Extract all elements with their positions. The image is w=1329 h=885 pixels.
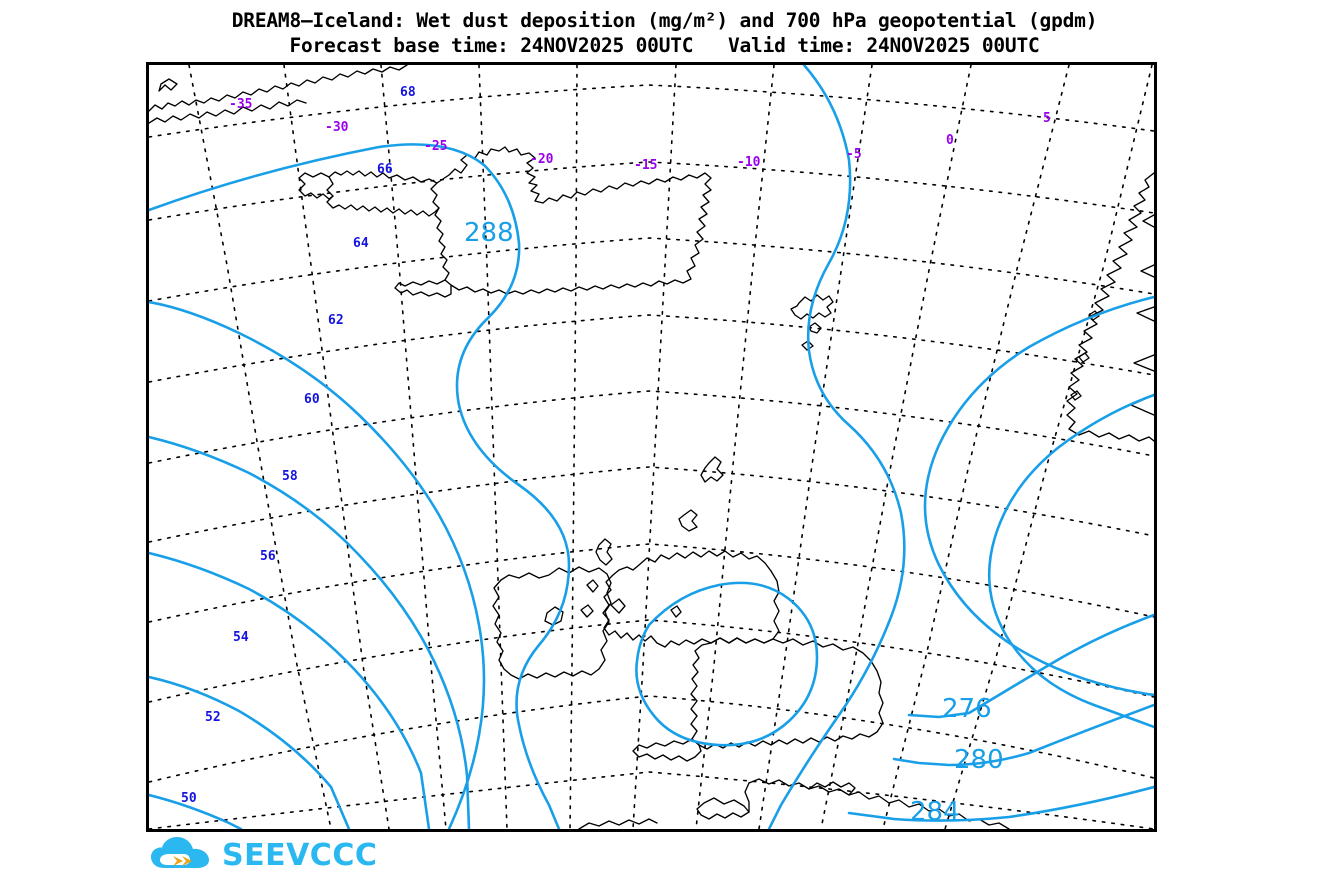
contour-label-284: 284 <box>910 797 960 827</box>
coastline-iceland-sw <box>394 279 452 298</box>
lon-label: -10 <box>737 155 761 170</box>
contour-label-288: 288 <box>464 218 514 248</box>
contour-mid-3 <box>149 675 351 829</box>
contour-284 <box>767 65 906 829</box>
coastline-ireland-inner-lake <box>544 606 564 626</box>
coastline-cornwall <box>632 738 702 762</box>
coastline-greenland-tip <box>158 78 178 92</box>
lat-label: 52 <box>205 710 221 725</box>
geopotential-contours <box>149 65 1154 829</box>
coastline-greenland <box>149 65 408 112</box>
coastline-hebrides <box>595 538 613 566</box>
lon-label: -20 <box>530 152 554 167</box>
seevccc-logo: SEEVCCC <box>150 836 377 874</box>
coastline-scotland <box>602 550 780 648</box>
lat-label: 68 <box>400 85 416 100</box>
contour-right-2 <box>987 393 1154 729</box>
contour-mid-4 <box>149 793 243 829</box>
lat-label: 60 <box>304 392 320 407</box>
coastline-greenland-inner <box>149 99 307 124</box>
lon-label: -35 <box>229 97 253 112</box>
coastline-ireland <box>492 566 612 680</box>
lat-label: 54 <box>233 630 249 645</box>
lat-label: 66 <box>377 162 393 177</box>
logo-text: SEEVCCC <box>222 837 378 873</box>
contour-292 <box>149 300 486 829</box>
contour-284-south <box>847 785 1154 822</box>
coastline-faroe-3 <box>801 340 814 351</box>
contour-label-276: 276 <box>942 694 992 724</box>
map-canvas <box>149 65 1154 829</box>
lon-label: -15 <box>634 158 658 173</box>
coastline-france-sw <box>744 782 750 813</box>
lat-label: 58 <box>282 469 298 484</box>
coastline-shetland <box>700 456 724 483</box>
coastline-faroe-2 <box>808 322 822 334</box>
coastline-norway <box>1066 172 1154 442</box>
contour-low-centre <box>635 581 819 747</box>
contour-276 <box>907 613 1154 719</box>
lon-label: 0 <box>946 133 954 148</box>
coastline-england <box>690 637 884 750</box>
lon-label: -25 <box>424 139 448 154</box>
chart-title-line-2: Forecast base time: 24NOV2025 00UTC Vali… <box>289 34 1040 57</box>
coastline-normandy <box>808 781 856 796</box>
contour-label-280: 280 <box>954 745 1004 775</box>
meridian-grid <box>188 65 1153 829</box>
lat-label: 50 <box>181 791 197 806</box>
contour-right-1 <box>923 295 1154 697</box>
coastline-france <box>748 778 1010 829</box>
coastline-iberia <box>578 818 658 829</box>
coastline-iceland-nw-peninsula <box>298 172 334 200</box>
coastline-hebrides-2 <box>586 579 599 593</box>
coastline-iceland <box>430 146 712 295</box>
lat-label: 56 <box>260 549 276 564</box>
chart-title-line-1: DREAM8—Iceland: Wet dust deposition (mg/… <box>231 9 1098 32</box>
title-block: DREAM8—Iceland: Wet dust deposition (mg/… <box>0 8 1329 58</box>
coastline-norway-fjords <box>1130 214 1154 416</box>
coastline-skye <box>610 598 626 614</box>
contour-280 <box>892 703 1154 767</box>
coastline-iceland-westfjords <box>326 170 440 217</box>
contour-288 <box>149 143 571 829</box>
lon-label: -30 <box>325 120 349 135</box>
lon-label: -5 <box>846 147 862 162</box>
parallel-grid <box>149 84 1154 829</box>
lat-label: 64 <box>353 236 369 251</box>
contour-mid-2 <box>149 551 431 829</box>
lat-label: 62 <box>328 313 344 328</box>
lon-label: 5 <box>1043 111 1051 126</box>
coastline-hebrides-3 <box>580 604 594 618</box>
coastline-orkney <box>678 509 698 532</box>
coastline-faroe <box>790 294 834 320</box>
coastline-brittany <box>696 797 750 820</box>
coastlines <box>149 65 1154 829</box>
coastline-isle-of-man <box>670 605 682 618</box>
map-plot-frame: -35 -30 -25 -20 -15 -10 -5 0 5 68 66 64 … <box>146 62 1157 832</box>
cloud-arrow-icon <box>151 837 209 868</box>
contour-mid <box>149 435 471 829</box>
